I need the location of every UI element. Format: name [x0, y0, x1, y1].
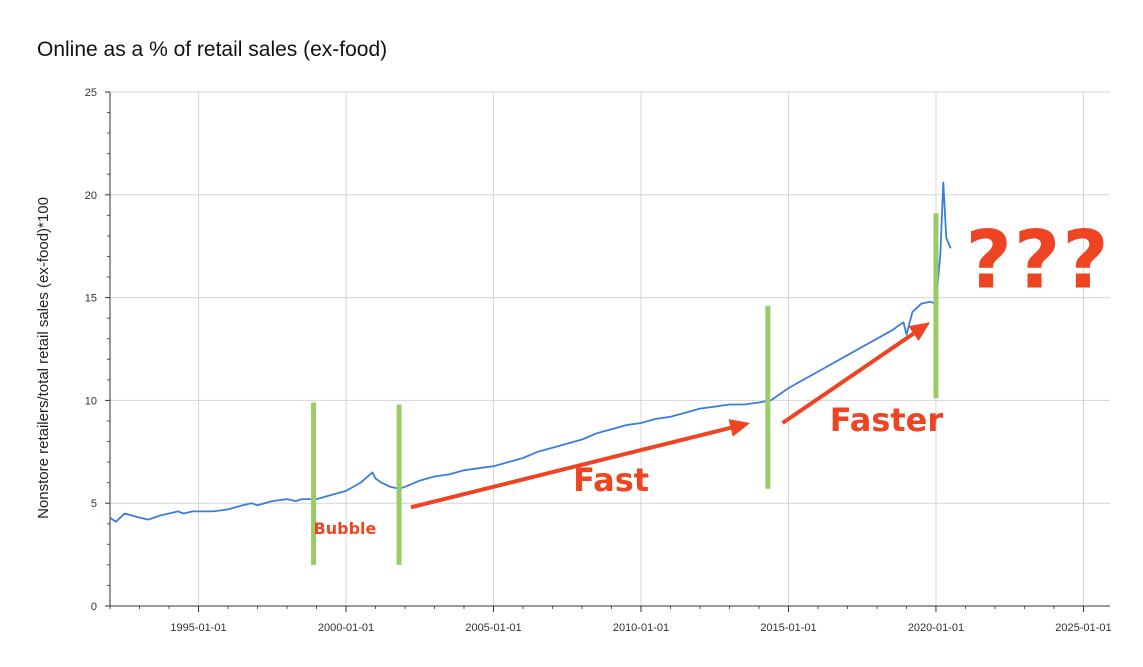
annotation-text: Faster — [830, 401, 944, 439]
x-tick-label: 2020-01-01 — [908, 622, 964, 634]
x-tick-label: 2000-01-01 — [318, 622, 374, 634]
x-tick-labels: 1995-01-01 2000-01-01 2005-01-01 2010-01-01… — [170, 622, 1111, 634]
x-tick-label: 2025-01-01 — [1055, 622, 1111, 634]
grid — [110, 91, 1110, 607]
arrow-head — [728, 419, 751, 437]
x-tick-label: 2015-01-01 — [760, 622, 816, 634]
y-axis-label: Nonstore retailers/total retail sales (e… — [35, 197, 52, 519]
y-tick-labels: 0 5 10 15 20 25 — [85, 87, 97, 613]
arrow-layer — [410, 322, 931, 510]
annotation-text: Fast — [573, 461, 649, 499]
y-tick-label: 25 — [85, 87, 97, 99]
y-tick-label: 20 — [85, 190, 97, 202]
y-tick-label: 10 — [85, 395, 97, 407]
series-layer — [109, 181, 952, 523]
x-tick-label: 2010-01-01 — [613, 622, 669, 634]
x-tick-label: 1995-01-01 — [170, 622, 226, 634]
y-tick-label: 0 — [91, 601, 97, 613]
marker-layer — [311, 213, 939, 565]
chart-title: Online as a % of retail sales (ex-food) — [37, 38, 387, 61]
annotation-text: Bubble — [314, 519, 377, 538]
arrow-shaft — [410, 425, 732, 510]
arrow-shaft — [781, 331, 915, 425]
annotation-text: ??? — [965, 213, 1110, 306]
y-tick-label: 5 — [91, 498, 97, 510]
axes — [105, 91, 1110, 612]
x-tick-label: 2005-01-01 — [465, 622, 521, 634]
annotation-layer: Bubble Fast Faster??? — [314, 213, 1110, 538]
series-line — [109, 181, 952, 523]
arrow-head — [908, 322, 931, 341]
y-tick-label: 15 — [85, 293, 97, 305]
